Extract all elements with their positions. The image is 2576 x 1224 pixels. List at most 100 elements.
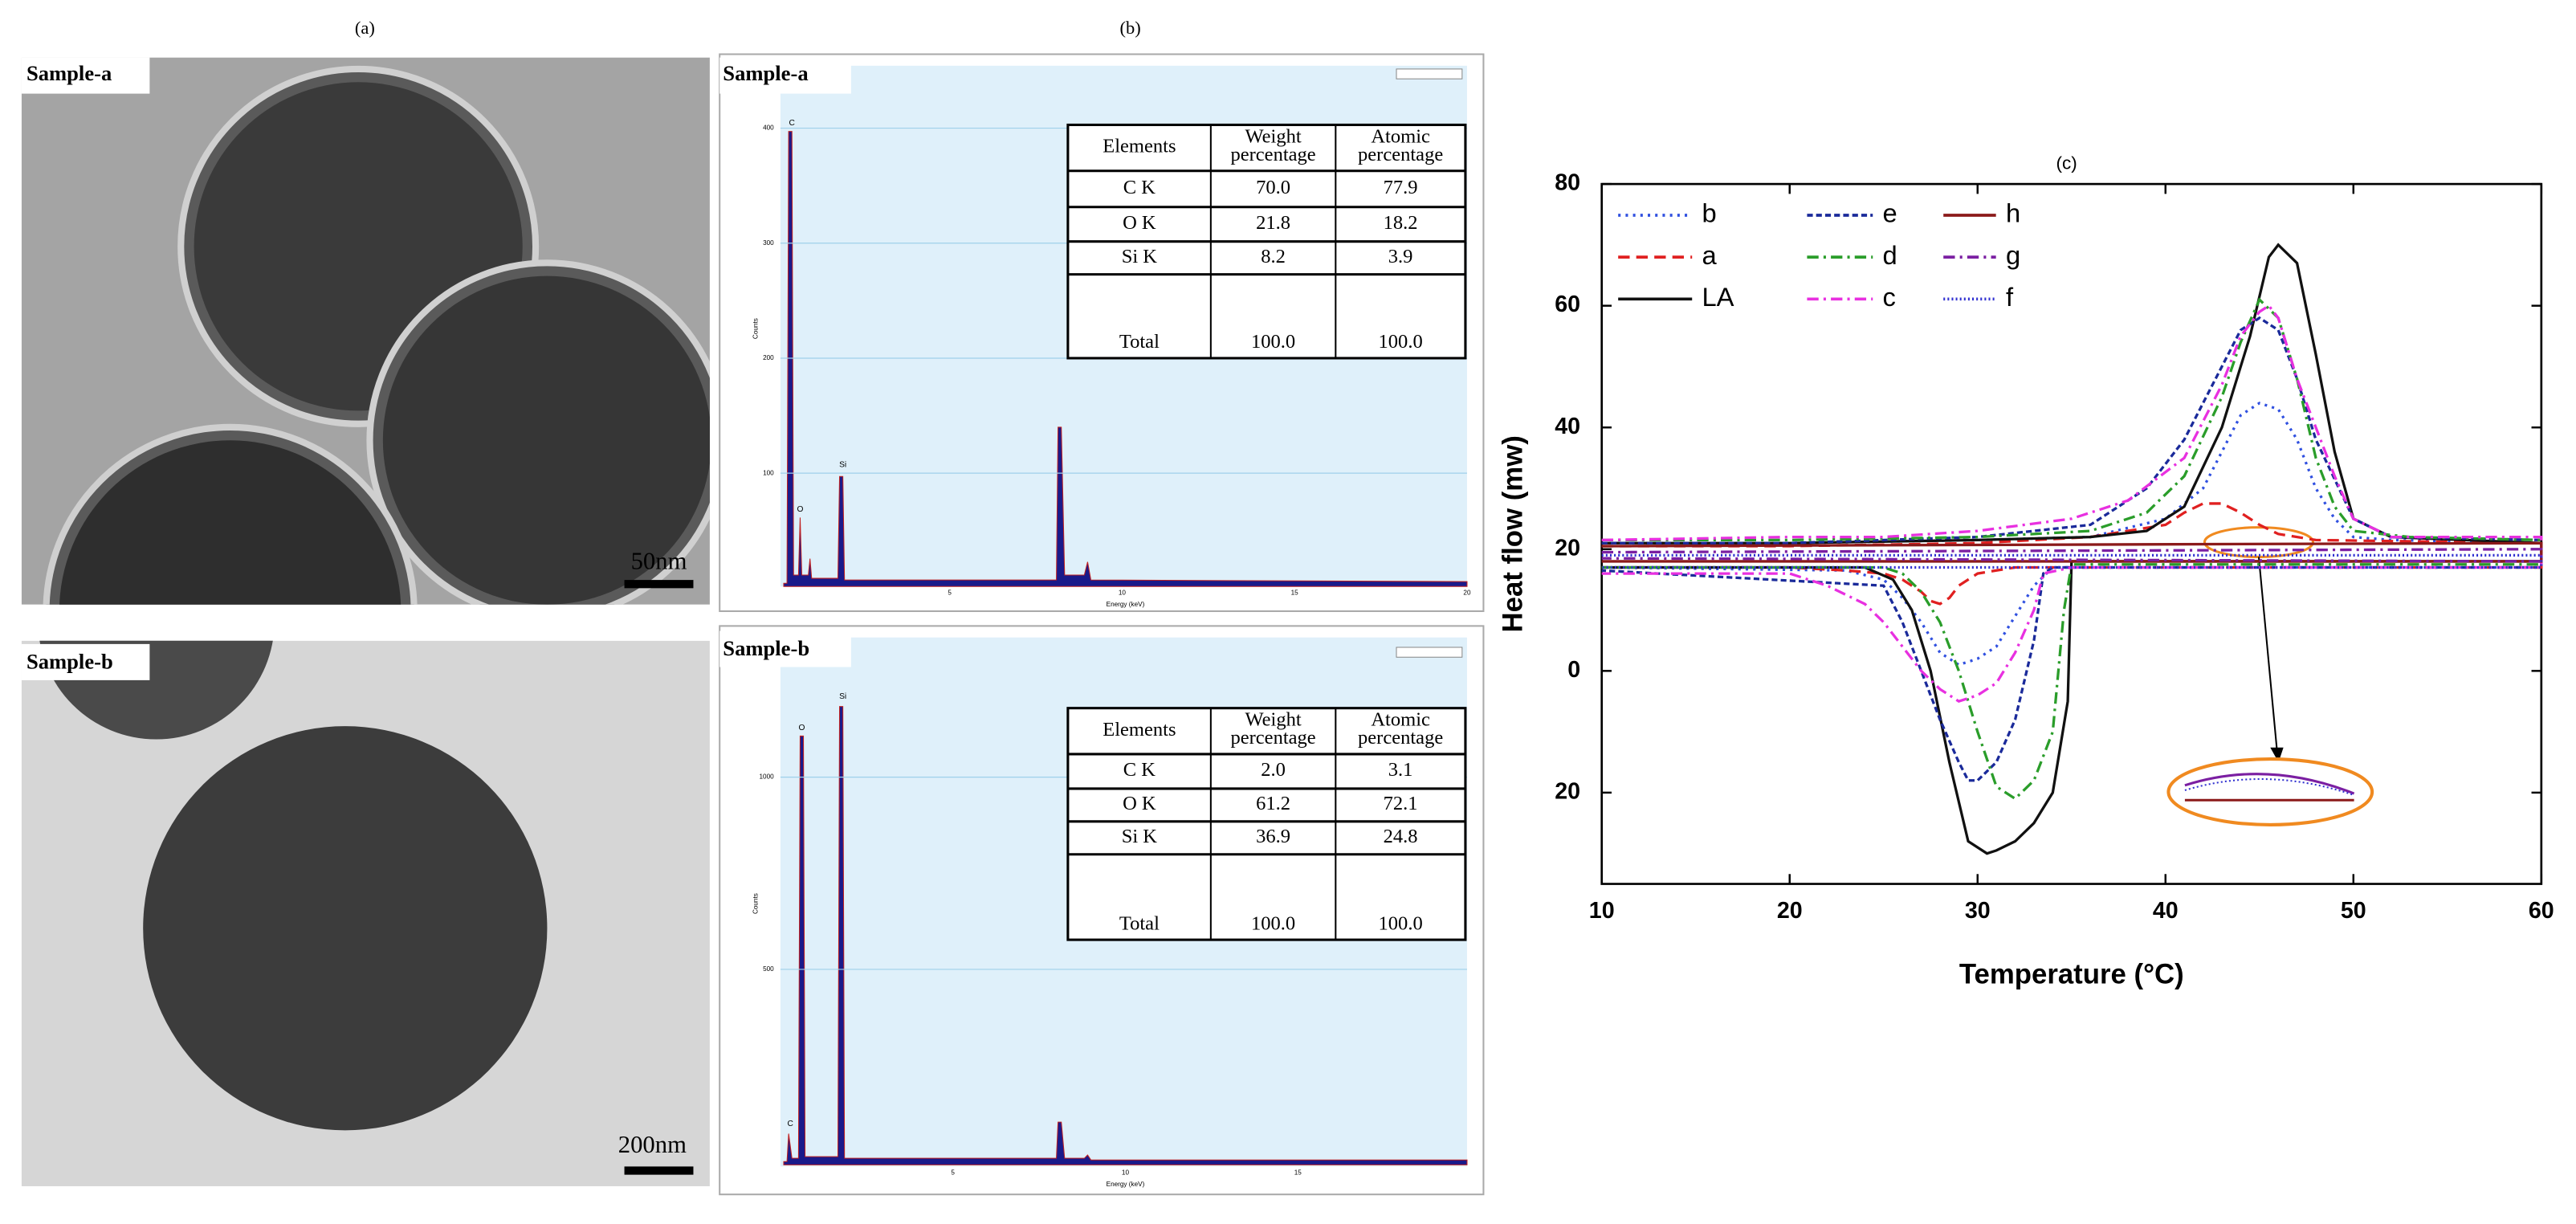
x-tick-label: 10 (1589, 898, 1615, 924)
eds-y-tick-label: 500 (763, 965, 774, 973)
particle-core (382, 275, 710, 605)
peak-label: C (787, 1120, 793, 1128)
sample-label: Sample-a (723, 61, 808, 85)
x-tick-label: 40 (2153, 898, 2179, 924)
table-cell: 24.8 (1384, 826, 1418, 847)
table-cell: C K (1123, 759, 1156, 781)
table-cell: 2.0 (1261, 759, 1286, 781)
tem-image (21, 57, 710, 605)
sample-label: Sample-b (26, 650, 113, 674)
eds-x-tick-label: 5 (948, 590, 952, 597)
table-header: Elements (1103, 136, 1176, 157)
table-header: Weight (1245, 709, 1301, 731)
spectrum (783, 706, 1468, 1165)
scale-bar-label: 50nm (631, 548, 687, 575)
table-cell: Total (1119, 912, 1160, 934)
peak-label: O (799, 724, 805, 732)
legend-label: a (1702, 240, 1718, 270)
y-tick-label: 40 (1555, 414, 1580, 439)
eds-y-tick-label: 1000 (760, 773, 775, 781)
eds-y-tick-label: 200 (763, 354, 774, 361)
table-header: percentage (1358, 144, 1443, 165)
panel-label: (b) (1119, 18, 1140, 38)
legend-label: d (1883, 240, 1897, 270)
table-cell: 72.1 (1384, 793, 1418, 814)
legend-label: g (2006, 240, 2020, 270)
table-header: percentage (1358, 727, 1443, 749)
eds-y-tick-label: 100 (763, 469, 774, 476)
scale-bar (624, 1166, 694, 1175)
table-cell: 8.2 (1261, 246, 1286, 267)
peak-label: O (797, 505, 803, 514)
table-cell: 36.9 (1256, 826, 1290, 847)
x-tick-label: 20 (1777, 898, 1803, 924)
table-cell: 61.2 (1256, 793, 1290, 814)
table-cell: Total (1119, 331, 1160, 353)
scale-bar-label: 200nm (618, 1131, 687, 1158)
zoom-curve (2184, 773, 2355, 795)
series-line (1601, 243, 2543, 855)
particle-core (59, 440, 401, 605)
eds-x-tick-label: 10 (1122, 1169, 1130, 1177)
legend-label: LA (1702, 282, 1734, 312)
table-cell: 100.0 (1379, 912, 1423, 934)
table-cell: 3.1 (1388, 759, 1413, 781)
table-cell: O K (1123, 212, 1156, 234)
table (1066, 707, 1467, 941)
table-header: percentage (1230, 144, 1315, 165)
spectrum (783, 131, 1468, 587)
label-box (21, 57, 150, 94)
table-cell: C K (1123, 177, 1156, 198)
legend-label: b (1702, 198, 1717, 228)
series-line (1601, 297, 2543, 801)
label-box (719, 630, 851, 667)
table-cell: 100.0 (1251, 912, 1295, 934)
eds-legend (1396, 68, 1463, 80)
legend-label: c (1883, 282, 1896, 312)
eds-x-axis-label: Energy (keV) (1107, 1181, 1145, 1188)
peak-label: C (789, 119, 795, 128)
table-header: Weight (1245, 125, 1301, 147)
series-line (1601, 553, 2543, 569)
label-box (21, 643, 150, 680)
table-cell: Si K (1122, 246, 1158, 267)
series-line (1601, 304, 2543, 704)
y-tick-label: 60 (1555, 292, 1580, 317)
arrow-line (2257, 557, 2278, 749)
y-tick-label: 80 (1555, 170, 1580, 196)
table-cell: O K (1123, 793, 1156, 814)
series-line (1601, 402, 2543, 667)
panel-label: (a) (355, 18, 375, 38)
peak-label: Si (839, 461, 846, 470)
y-tick-label: 20 (1555, 535, 1580, 561)
legend-label: e (1883, 198, 1897, 228)
series-line (1601, 548, 2543, 563)
sample-label: Sample-a (26, 61, 112, 85)
table-header: Elements (1103, 719, 1176, 741)
eds-x-tick-label: 15 (1291, 590, 1299, 597)
eds-x-axis-label: Energy (keV) (1107, 601, 1145, 608)
eds-y-tick-label: 300 (763, 239, 774, 247)
table-cell: Si K (1122, 826, 1158, 847)
eds-y-axis-label: Counts (752, 893, 759, 914)
legend-label: h (2006, 198, 2020, 228)
table-header: percentage (1230, 727, 1315, 749)
table-cell: 18.2 (1384, 212, 1418, 234)
eds-legend (1396, 647, 1463, 658)
series-line (1601, 316, 2543, 782)
table-cell: 21.8 (1256, 212, 1290, 234)
particle (143, 726, 548, 1131)
table-header: Atomic (1371, 125, 1430, 147)
x-tick-label: 30 (1965, 898, 1991, 924)
peak-label: Si (839, 692, 846, 701)
y-axis-label: Heat flow (mw) (1498, 435, 1528, 632)
legend-label: f (2006, 282, 2014, 312)
x-tick-label: 50 (2341, 898, 2366, 924)
y-tick-label: 0 (1567, 657, 1580, 683)
x-axis-label: Temperature (°C) (1959, 959, 2184, 989)
chart-title: (c) (2056, 153, 2077, 173)
arrow-head (2270, 747, 2284, 763)
eds-x-tick-label: 5 (951, 1169, 955, 1177)
